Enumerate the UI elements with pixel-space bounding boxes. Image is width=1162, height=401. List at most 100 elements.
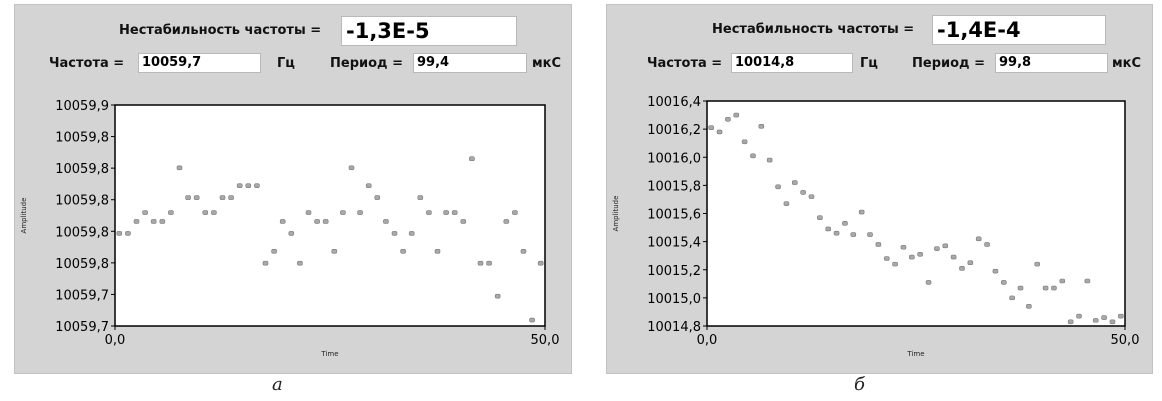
data-point — [185, 195, 191, 200]
data-point — [875, 242, 882, 247]
data-point — [758, 124, 765, 129]
data-point — [750, 153, 756, 159]
data-point — [917, 251, 923, 257]
panel-b: Нестабильность частоты = -1,4E-4 Частота… — [606, 4, 1153, 374]
data-point — [503, 219, 510, 224]
y-tick-label: 10059,8 — [55, 194, 109, 209]
y-axis-label: Amplitude — [612, 196, 620, 232]
data-point — [1118, 313, 1124, 319]
data-point — [383, 219, 389, 224]
data-point — [305, 210, 312, 215]
y-tick-label: 10059,8 — [55, 131, 109, 146]
data-point — [708, 125, 714, 131]
data-point — [417, 195, 424, 200]
frequency-label: Частота = — [49, 56, 125, 71]
chart-b: 10014,8 10015,0 10015,2 10015,4 10015,6 10015… — [609, 83, 1149, 375]
data-point — [460, 219, 467, 224]
data-point — [520, 249, 527, 254]
data-point — [992, 268, 999, 274]
x-axis-label: Time — [320, 350, 338, 358]
data-point — [1067, 319, 1074, 325]
y-tick-label: 10015,2 — [647, 264, 701, 279]
data-point — [959, 266, 965, 271]
data-point — [1000, 280, 1007, 285]
data-point — [1017, 285, 1024, 291]
data-point — [934, 246, 940, 251]
data-point — [1109, 319, 1116, 325]
data-point — [322, 219, 329, 224]
y-tick-label: 10059,7 — [55, 320, 109, 335]
y-tick-label: 10059,8 — [55, 162, 109, 177]
data-point — [116, 231, 123, 236]
instability-label: Нестабильность частоты = — [712, 22, 915, 37]
frequency-unit: Гц — [277, 56, 295, 71]
data-point — [975, 236, 982, 242]
data-point — [858, 209, 865, 215]
data-point — [340, 210, 346, 215]
data-point — [1042, 285, 1049, 291]
data-point — [783, 201, 790, 206]
data-point — [1076, 313, 1082, 319]
y-tick-label: 10059,8 — [55, 225, 109, 240]
y-tick-label: 10016,2 — [647, 123, 701, 138]
data-point — [1101, 315, 1107, 320]
data-point — [716, 129, 723, 135]
data-point — [357, 210, 363, 215]
x-tick-label: 50,0 — [531, 333, 560, 348]
period-field: 99,4 — [413, 53, 527, 73]
data-point — [331, 249, 338, 254]
data-point — [236, 183, 243, 188]
data-point — [942, 243, 949, 249]
data-point — [133, 219, 140, 224]
x-tick-label: 0,0 — [697, 333, 718, 348]
chart-a-svg: 10059,7 10059,7 10059,8 10059,8 10059,8 10059… — [17, 83, 569, 371]
data-point — [766, 157, 773, 163]
data-point — [850, 232, 857, 237]
data-point — [426, 210, 432, 215]
data-point — [193, 195, 200, 200]
x-tick-label: 0,0 — [105, 333, 126, 348]
data-point — [808, 194, 815, 199]
data-point — [900, 244, 907, 250]
period-label: Период = — [330, 56, 403, 71]
period-field: 99,8 — [995, 53, 1108, 73]
data-point — [142, 210, 148, 215]
data-point — [1051, 285, 1057, 291]
instability-field: -1,3E-5 — [341, 16, 517, 46]
data-point — [365, 183, 372, 188]
data-point — [262, 260, 269, 266]
instability-field: -1,4E-4 — [932, 15, 1106, 45]
x-tick-label: 50,0 — [1111, 333, 1140, 348]
y-tick-label: 10014,8 — [647, 320, 701, 335]
data-point — [348, 165, 355, 171]
data-point — [512, 210, 518, 215]
chart-b-svg: 10014,8 10015,0 10015,2 10015,4 10015,6 10015… — [609, 83, 1149, 371]
data-point — [537, 260, 544, 266]
period-unit: мкС — [1112, 56, 1141, 71]
data-point — [202, 210, 209, 215]
y-tick-label: 10015,8 — [647, 179, 701, 194]
data-point — [1026, 304, 1032, 309]
data-point — [817, 215, 823, 221]
data-point — [800, 190, 806, 195]
y-tick-label: 10015,6 — [647, 208, 701, 223]
data-point — [125, 231, 131, 236]
data-point — [1059, 278, 1066, 284]
data-point — [211, 210, 217, 215]
data-point — [825, 226, 832, 232]
data-point — [245, 183, 252, 188]
data-point — [288, 231, 295, 236]
frequency-unit: Гц — [860, 56, 878, 71]
data-point — [297, 260, 303, 266]
x-axis-label: Time — [906, 350, 924, 358]
frequency-field: 10014,8 — [731, 53, 853, 73]
panel-a: Нестабильность частоты = -1,3E-5 Частота… — [14, 4, 572, 374]
plot-area — [114, 104, 546, 327]
data-point — [451, 210, 458, 215]
y-axis-label: Amplitude — [20, 198, 28, 234]
data-point — [950, 254, 957, 260]
plot-area — [706, 100, 1126, 327]
data-point — [984, 242, 990, 247]
period-label: Период = — [912, 56, 985, 71]
data-point — [867, 232, 873, 237]
